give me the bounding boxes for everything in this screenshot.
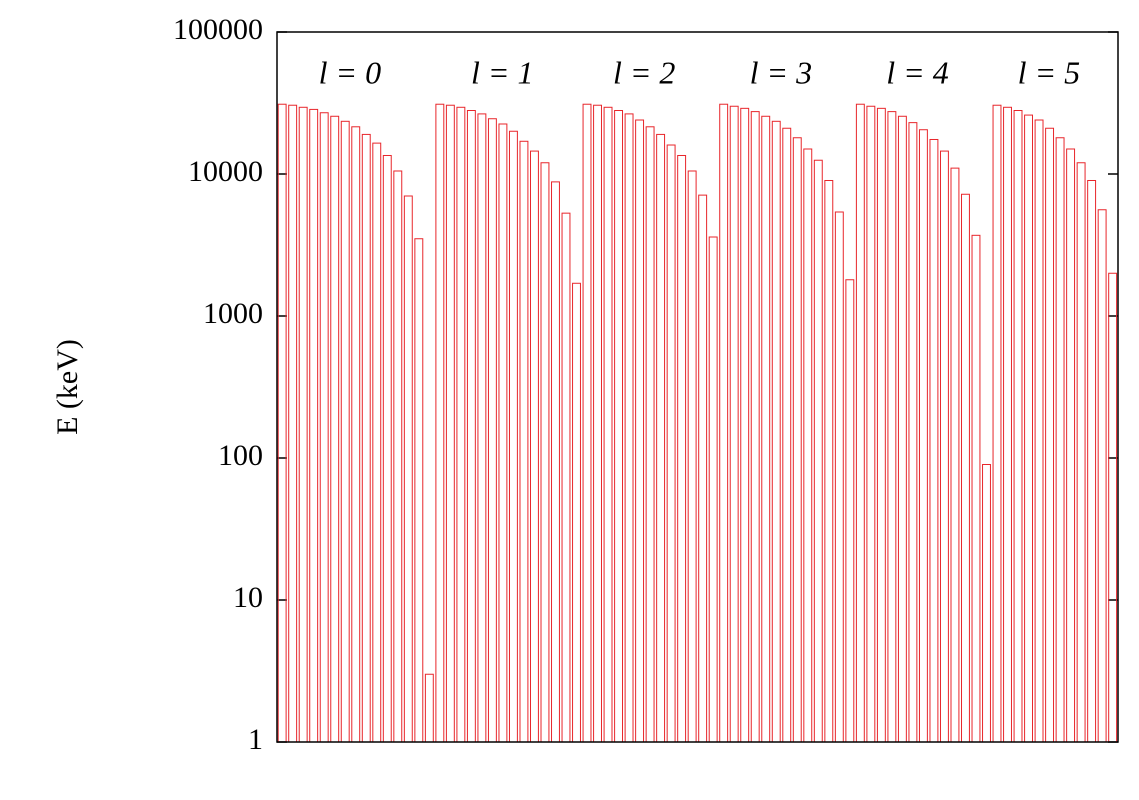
group-label: l = 3 xyxy=(750,54,812,90)
bar xyxy=(645,126,655,743)
group-label: l = 5 xyxy=(1018,54,1080,90)
group-label: l = 1 xyxy=(471,54,533,90)
bar xyxy=(1034,119,1044,743)
bar xyxy=(603,106,613,743)
bar xyxy=(309,108,319,743)
y-axis-label: E (keV) xyxy=(51,339,84,435)
bar xyxy=(698,194,708,743)
bar xyxy=(561,212,571,743)
bar xyxy=(298,106,308,743)
bar xyxy=(1087,179,1097,743)
bar xyxy=(424,673,434,743)
bar xyxy=(1076,162,1086,743)
bar xyxy=(487,118,497,743)
bar xyxy=(961,193,970,743)
bar xyxy=(361,133,371,743)
bar xyxy=(782,127,792,743)
bar xyxy=(414,238,424,743)
bar xyxy=(519,140,529,743)
bar xyxy=(1097,209,1107,743)
bar xyxy=(761,115,771,743)
bar xyxy=(572,282,581,743)
y-tick-label: 10 xyxy=(233,581,263,614)
bar xyxy=(1013,110,1023,743)
bar xyxy=(992,104,1002,743)
bar xyxy=(340,120,350,743)
bar xyxy=(456,106,466,743)
bar xyxy=(551,181,560,743)
bar xyxy=(876,107,886,743)
group-label: l = 4 xyxy=(886,54,948,90)
bar xyxy=(277,103,287,743)
bar xyxy=(1108,272,1118,743)
bar xyxy=(288,104,298,743)
bar xyxy=(382,154,392,743)
bar xyxy=(897,115,907,743)
y-tick-label: 100000 xyxy=(173,13,263,46)
bar xyxy=(593,104,602,743)
bar xyxy=(908,122,918,743)
bar xyxy=(477,113,487,743)
bar xyxy=(1066,148,1076,743)
bar xyxy=(1045,127,1055,743)
bar xyxy=(1024,114,1034,743)
bar xyxy=(403,195,413,743)
bar xyxy=(393,170,403,743)
y-tick-label: 100 xyxy=(218,439,263,472)
bar xyxy=(666,144,676,743)
bar xyxy=(855,103,865,743)
bar xyxy=(771,120,781,743)
bar xyxy=(624,113,634,743)
bar xyxy=(929,138,939,743)
bar xyxy=(729,105,739,743)
bar xyxy=(950,167,960,743)
bar xyxy=(792,137,802,743)
bar xyxy=(466,110,476,743)
group-label: l = 0 xyxy=(319,54,381,90)
bar xyxy=(582,103,592,743)
bar xyxy=(687,170,697,743)
y-tick-label: 1000 xyxy=(203,297,263,330)
bar xyxy=(445,104,455,743)
bar xyxy=(1055,137,1065,743)
bar xyxy=(635,119,645,743)
bar xyxy=(656,133,666,743)
plot-frame xyxy=(276,31,1119,743)
bar xyxy=(939,150,949,743)
bar xyxy=(1003,106,1012,743)
bar xyxy=(614,110,624,743)
bar xyxy=(887,111,897,743)
bar xyxy=(834,211,844,743)
bar xyxy=(982,463,991,743)
bar xyxy=(813,159,823,743)
bar xyxy=(351,126,361,743)
bar xyxy=(435,103,445,743)
bar xyxy=(540,162,550,743)
bar xyxy=(918,129,928,743)
bar xyxy=(330,115,340,743)
bar xyxy=(319,112,329,743)
bar xyxy=(498,123,508,743)
bar xyxy=(845,279,855,743)
bar xyxy=(508,130,518,743)
bar xyxy=(372,142,382,743)
bar xyxy=(740,107,750,743)
group-label: l = 2 xyxy=(613,54,675,90)
bar xyxy=(530,150,539,743)
y-tick-label: 10000 xyxy=(188,155,263,188)
y-tick-label: 1 xyxy=(248,723,263,756)
bar xyxy=(971,234,981,743)
bar xyxy=(750,111,760,743)
bar xyxy=(677,154,687,743)
bar xyxy=(719,103,729,743)
bar xyxy=(708,236,718,743)
bar xyxy=(824,179,834,743)
bar xyxy=(803,148,813,743)
bar xyxy=(866,105,876,743)
